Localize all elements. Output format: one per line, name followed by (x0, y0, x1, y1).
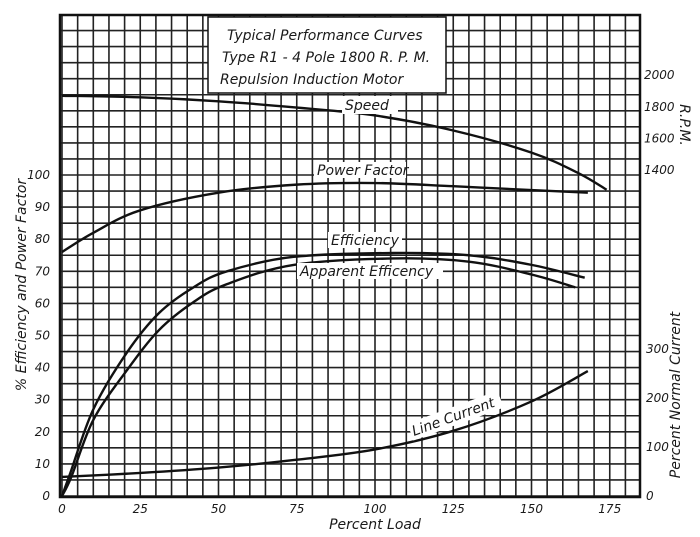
y-tick-label-left: 10 (35, 457, 51, 471)
x-axis-label: Percent Load (329, 517, 421, 533)
curves (60, 94, 608, 497)
title-line-3: Repulsion Induction Motor (220, 72, 404, 88)
x-tick-label: 50 (211, 502, 227, 516)
plot-border (58, 13, 642, 499)
series-label-power-factor: Power Factor (317, 163, 410, 179)
tick-labels: 0 25 50 75 100 125 150 175 0 10 20 30 40 50 60 70 80 90 10… (27, 68, 675, 516)
series-line-speed (61, 94, 608, 191)
series-line-line-current (61, 369, 589, 479)
y-tick-label-current: 200 (646, 391, 669, 405)
x-tick-label: 150 (520, 502, 543, 516)
title-line-1: Typical Performance Curves (227, 28, 423, 44)
y-axis-label-left: % Efficiency and Power Factor (14, 178, 30, 392)
series-line-efficiency (60, 251, 585, 497)
y-tick-label-left: 70 (35, 264, 51, 278)
series-label-efficiency: Efficiency (331, 233, 400, 249)
title-box: Typical Performance Curves Type R1 - 4 P… (207, 16, 447, 94)
y-tick-label-left: 100 (27, 168, 50, 182)
y-axis-label-speed: R.P.M. (676, 104, 692, 146)
y-tick-label-left: 90 (35, 200, 51, 214)
y-tick-label-current: 100 (646, 440, 669, 454)
y-axis-label-current: Percent Normal Current (668, 311, 684, 478)
y-tick-label-speed: 2000 (644, 68, 675, 82)
y-tick-label-left: 40 (35, 361, 51, 375)
y-tick-label-left: 50 (35, 329, 51, 343)
y-tick-label-left: 60 (35, 296, 51, 310)
y-tick-label-speed: 1600 (644, 131, 675, 145)
x-tick-label: 0 (58, 502, 66, 516)
series-line-apparent-efficency (60, 257, 576, 497)
x-tick-label: 125 (442, 502, 465, 516)
y-tick-label-left: 80 (35, 232, 51, 246)
y-tick-label-speed: 1400 (644, 163, 675, 177)
x-tick-label: 100 (364, 502, 387, 516)
series-label-speed: Speed (345, 98, 389, 114)
y-tick-label-current: 300 (646, 342, 669, 356)
title-line-2: Type R1 - 4 Pole 1800 R. P. M. (222, 50, 430, 66)
series-line-power-factor (61, 181, 588, 254)
x-tick-label: 175 (598, 502, 621, 516)
y-tick-label-speed: 1800 (644, 100, 675, 114)
x-tick-label: 75 (289, 502, 304, 516)
y-tick-label-left: 30 (35, 393, 51, 407)
y-tick-label-left: 0 (42, 489, 50, 503)
series-label-apparent-efficiency: Apparent Efficency (299, 264, 434, 280)
x-tick-label: 25 (133, 502, 148, 516)
y-tick-label-current: 0 (646, 489, 654, 503)
y-tick-label-left: 20 (35, 425, 51, 439)
